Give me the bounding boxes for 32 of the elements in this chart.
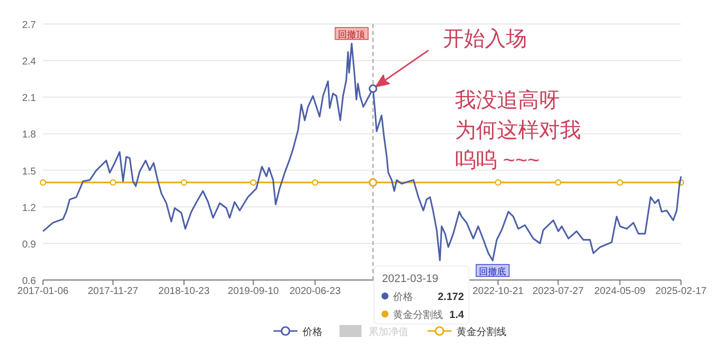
legend-label: 黄金分割线 [456,326,506,338]
x-tick-label: 2022-10-21 [472,286,524,297]
y-tick-label: 0.9 [22,239,36,250]
annotation: 回撤顶 [338,30,366,40]
y-tick-label: 2.4 [22,56,36,68]
annotation: 为何这样对我 [455,119,581,142]
x-tick-label: 2019-09-10 [228,286,280,297]
annotation: 我没追高呀 [455,89,560,112]
annotation: 2021-03-19 [382,273,438,285]
annotation: 回撤底 [479,266,506,276]
text: 1.4 [449,309,464,321]
x-tick-label: 2017-01-06 [17,286,70,297]
y-tick-label: 1.2 [22,202,36,214]
point-label: 回撤底 [476,264,510,277]
text: 黄金分割线 [392,309,443,321]
x-tick-label: 2023-07-27 [532,286,584,297]
x-tick-label: 2018-10-23 [158,286,210,297]
y-tick-label: 1.5 [22,166,36,178]
x-tick-label: 2024-05-09 [594,286,646,297]
x-tick-label: 2020-06-23 [289,286,342,297]
annotation: 开始入场 [442,28,527,51]
annotation: 呜呜 ~~~ [455,149,540,172]
x-tick-label: 2017-11-27 [88,286,139,297]
legend-label: 价格 [302,326,322,338]
text: 价格 [392,291,413,303]
y-tick-label: 1.8 [22,130,36,141]
y-tick-label: 2.1 [22,93,36,104]
y-tick-label: 2.7 [22,20,36,31]
x-tick-label: 2025-02-17 [655,286,708,297]
point-label: 回撤顶 [334,27,369,40]
text: 2.172 [438,291,464,303]
y-tick-label: 0.6 [22,276,36,287]
